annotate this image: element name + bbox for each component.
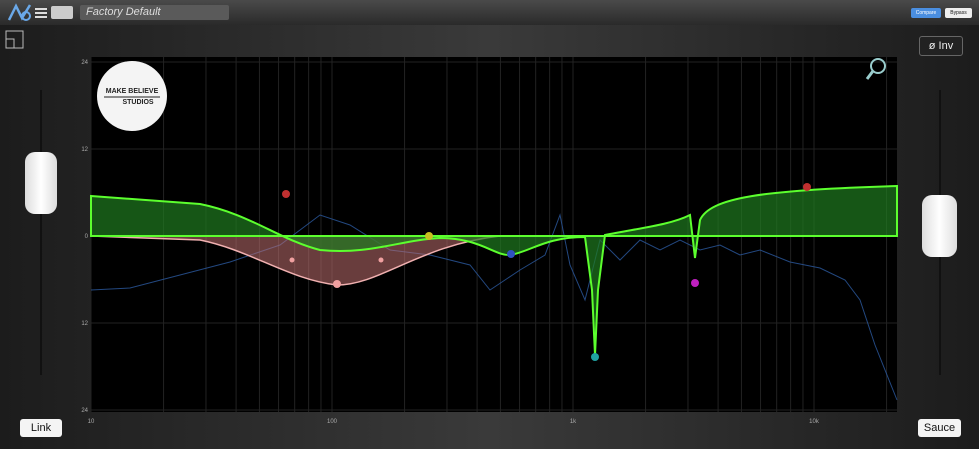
y-axis-label: 24 bbox=[81, 60, 88, 66]
spectrum bbox=[90, 213, 898, 401]
logo-text: MAKE BELIEVE bbox=[106, 88, 159, 95]
eq-node-handle[interactable] bbox=[378, 257, 384, 263]
eq-node[interactable] bbox=[425, 232, 433, 240]
y-axis-label: 24 bbox=[81, 408, 88, 414]
eq-node[interactable] bbox=[507, 250, 515, 258]
eq-curve bbox=[90, 184, 898, 356]
resize-icon[interactable] bbox=[5, 30, 25, 50]
x-axis-label: 100 bbox=[327, 419, 338, 425]
app-icon[interactable] bbox=[6, 2, 36, 24]
right-slider-knob[interactable] bbox=[922, 195, 957, 257]
eq-node[interactable] bbox=[803, 183, 811, 191]
menu-button[interactable] bbox=[35, 7, 47, 19]
eq-nodes[interactable] bbox=[282, 183, 811, 361]
x-axis-label: 10 bbox=[88, 419, 95, 425]
y-axis-label: 12 bbox=[81, 147, 88, 153]
bypass-button[interactable]: Bypass bbox=[945, 8, 972, 18]
zoom-icon[interactable] bbox=[865, 58, 886, 80]
sauce-button[interactable]: Sauce bbox=[918, 419, 961, 437]
y-axis-label: 12 bbox=[81, 321, 88, 327]
eq-node[interactable] bbox=[691, 279, 699, 287]
link-button[interactable]: Link bbox=[20, 419, 62, 437]
x-axis-label: 10k bbox=[809, 419, 820, 425]
eq-node[interactable] bbox=[591, 353, 599, 361]
y-axis-label: 0 bbox=[85, 234, 89, 240]
eq-node[interactable] bbox=[282, 190, 290, 198]
eq-node[interactable] bbox=[333, 280, 341, 288]
left-slider-track bbox=[40, 90, 42, 375]
logo-text: STUDIOS bbox=[122, 99, 153, 106]
preset-name[interactable]: Factory Default bbox=[80, 5, 229, 20]
compare-button[interactable]: Compare bbox=[911, 8, 941, 18]
invert-button[interactable]: ø Inv bbox=[919, 36, 963, 56]
toolbar: Factory Default Compare Bypass bbox=[0, 0, 979, 25]
x-axis-label: 1k bbox=[570, 419, 577, 425]
preset-nav[interactable] bbox=[51, 6, 73, 19]
logo bbox=[97, 61, 167, 131]
left-slider-knob[interactable] bbox=[25, 152, 57, 214]
eq-node-handle[interactable] bbox=[289, 257, 295, 263]
